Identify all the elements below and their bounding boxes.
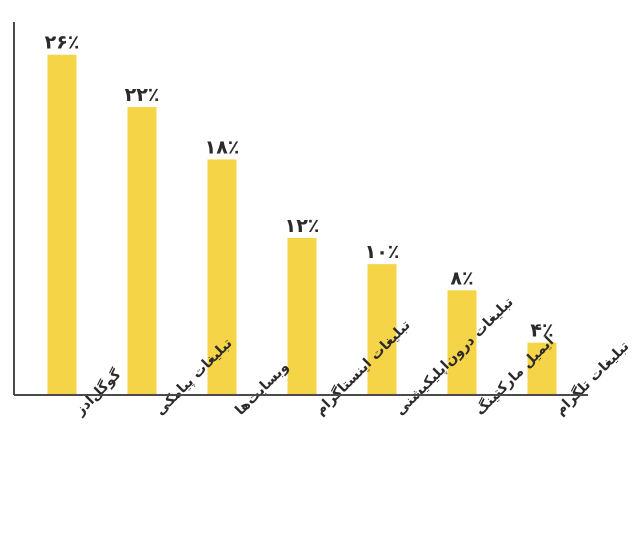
value-label-5: ۱۰٪ — [365, 241, 400, 263]
category-label-7: تبلیغات تلگرام — [552, 338, 633, 419]
value-label-4: ۱۲٪ — [285, 215, 320, 237]
value-label-7: ۴٪ — [530, 320, 553, 342]
category-label-3: وبسایت‌ها — [232, 359, 292, 419]
value-labels-group: ۲۶٪ ۲۲٪ ۱۸٪ ۱۲٪ ۱۰٪ ۸٪ ۴٪ — [45, 32, 554, 342]
category-label-1: گوگل‌ادز — [71, 365, 125, 419]
bar-4 — [287, 237, 317, 395]
bar-2 — [127, 107, 157, 395]
bar-1 — [47, 54, 77, 395]
bar-7 — [527, 342, 557, 395]
bar-6 — [447, 290, 477, 395]
bar-5 — [367, 264, 397, 395]
value-label-3: ۱۸٪ — [205, 136, 240, 158]
bars-group — [47, 54, 557, 395]
value-label-2: ۲۲٪ — [125, 84, 160, 106]
bar-3 — [207, 159, 237, 395]
value-label-6: ۸٪ — [450, 267, 473, 289]
value-label-1: ۲۶٪ — [45, 32, 80, 54]
